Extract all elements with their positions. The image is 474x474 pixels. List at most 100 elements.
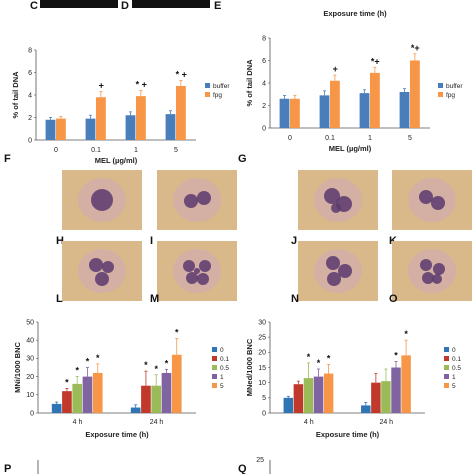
nucleus: [420, 259, 432, 271]
panel-letter-g: G: [238, 153, 247, 165]
y-tick-label: 40: [26, 338, 34, 345]
x-tick-label: 0.1: [325, 135, 335, 142]
legend-swatch-buffer: [205, 83, 210, 88]
micrograph-tile: [157, 170, 237, 230]
micrograph-tile: [392, 170, 472, 230]
legend-swatch-0.5: [444, 365, 449, 370]
nucleus: [194, 268, 200, 274]
legend-label-buffer: buffer: [213, 83, 230, 90]
bar-0: [361, 405, 371, 413]
bar-0.1: [371, 382, 381, 413]
x-axis-label: Exposure time (h): [85, 430, 149, 439]
legend-label-5: 5: [220, 383, 224, 390]
legend-swatch-5: [212, 383, 217, 388]
significance-mark: *: [96, 353, 100, 363]
chart-tail-dna-right: 0 2 4 6 8 % of tail DNA 0 0.1 +1 *+ 5 *+ MEL (µg/ml)…: [245, 35, 463, 153]
y-axis-label: MNi/1000 BNC: [13, 341, 22, 392]
x-axis-label: Exposure time (h): [316, 430, 380, 439]
micrograph-letter: O: [389, 293, 398, 305]
y-tick-label: 30: [258, 319, 266, 326]
y-tick-label: 10: [26, 392, 34, 399]
nucleus: [197, 273, 209, 285]
x-axis-label: MEL (µg/ml): [329, 144, 372, 153]
y-axis-label: % of tail DNA: [11, 71, 20, 119]
micrograph-letter: H: [56, 235, 64, 247]
bar-0: [130, 407, 141, 413]
x-tick-label: 5: [174, 147, 178, 154]
micrograph-tile: [62, 241, 142, 301]
bar-0.5: [381, 381, 391, 413]
bar-5: [323, 373, 334, 413]
black-bar-left: [40, 0, 118, 8]
legend-label-1: 1: [452, 374, 456, 381]
bar-fpg: [136, 96, 146, 140]
micrograph-letter: I: [150, 235, 153, 247]
nucleus: [95, 272, 109, 286]
bar-fpg: [176, 86, 186, 140]
significance-mark: *+: [371, 56, 380, 66]
x-tick-label: 24 h: [379, 419, 393, 426]
bar-1: [82, 376, 93, 413]
panel-letter-e: E: [214, 0, 221, 12]
legend-label-5: 5: [452, 383, 456, 390]
significance-mark: *+: [411, 43, 420, 53]
y-tick-label: 20: [258, 350, 266, 357]
nucleus: [89, 258, 103, 272]
bar-0: [283, 397, 294, 413]
legend-swatch-0.5: [212, 365, 217, 370]
micrograph-tile: [298, 170, 378, 230]
y-tick-label: 5: [262, 395, 266, 402]
x-tick-label: 0.1: [91, 147, 101, 154]
y-tick-label: 6: [262, 58, 266, 65]
y-tick-label: 8: [262, 35, 266, 42]
y-axis-label: % of tail DNA: [245, 59, 254, 107]
significance-mark: *: [65, 377, 69, 387]
bar-5: [92, 372, 103, 413]
significance-mark: *: [317, 358, 321, 368]
y-tick-label: 2: [262, 103, 266, 110]
panel-letter-q: Q: [238, 463, 247, 474]
significance-mark: *: [165, 358, 169, 368]
legend-swatch-0.1: [444, 356, 449, 361]
bar-buffer: [319, 95, 330, 128]
micrograph-letter: J: [291, 235, 297, 247]
nucleus: [184, 194, 198, 208]
x-axis-label: MEL (µg/ml): [95, 156, 138, 165]
bar-fpg: [410, 60, 420, 128]
x-tick-label: 24 h: [150, 419, 164, 426]
nucleus: [186, 272, 198, 284]
bar-buffer: [85, 118, 96, 140]
chart-tail-dna-left: 0 2 4 6 8 % of tail DNA 0 0.1 +1 * + 5 * + MEL (µg/m…: [11, 47, 230, 165]
y-tick-label: 15: [258, 365, 266, 372]
significance-mark: * +: [176, 69, 187, 79]
nucleus: [338, 264, 352, 278]
nucleus: [326, 256, 340, 270]
panel-letter-c: C: [30, 0, 38, 12]
panel-letter-p: P: [4, 463, 11, 474]
x-tick-label: 0: [54, 147, 58, 154]
legend-label-0: 0: [220, 347, 224, 354]
significance-mark: +: [99, 81, 104, 91]
legend-swatch-1: [444, 374, 449, 379]
y-axis-label: MNed/1000 BNC: [245, 338, 254, 396]
panel-letter-f: F: [4, 153, 11, 165]
legend-swatch-0.1: [212, 356, 217, 361]
significance-mark: *: [144, 360, 148, 370]
bar-0.5: [303, 378, 314, 413]
legend-label-0.1: 0.1: [452, 356, 461, 363]
legend-label-fpg: fpg: [446, 92, 455, 99]
nucleus: [324, 188, 340, 204]
exposure-time-title-top: Exposure time (h): [323, 9, 387, 18]
x-tick-label: 0: [288, 135, 292, 142]
bar-buffer: [125, 115, 136, 140]
significance-mark: *: [75, 366, 79, 376]
bar-0.1: [293, 384, 304, 413]
x-tick-label: 4 h: [73, 419, 83, 426]
y-tick-label: 30: [26, 356, 34, 363]
y-tick-label: 8: [28, 47, 32, 54]
legend-swatch-buffer: [438, 83, 443, 88]
legend-label-fpg: fpg: [213, 92, 222, 99]
bar-0: [51, 403, 62, 413]
